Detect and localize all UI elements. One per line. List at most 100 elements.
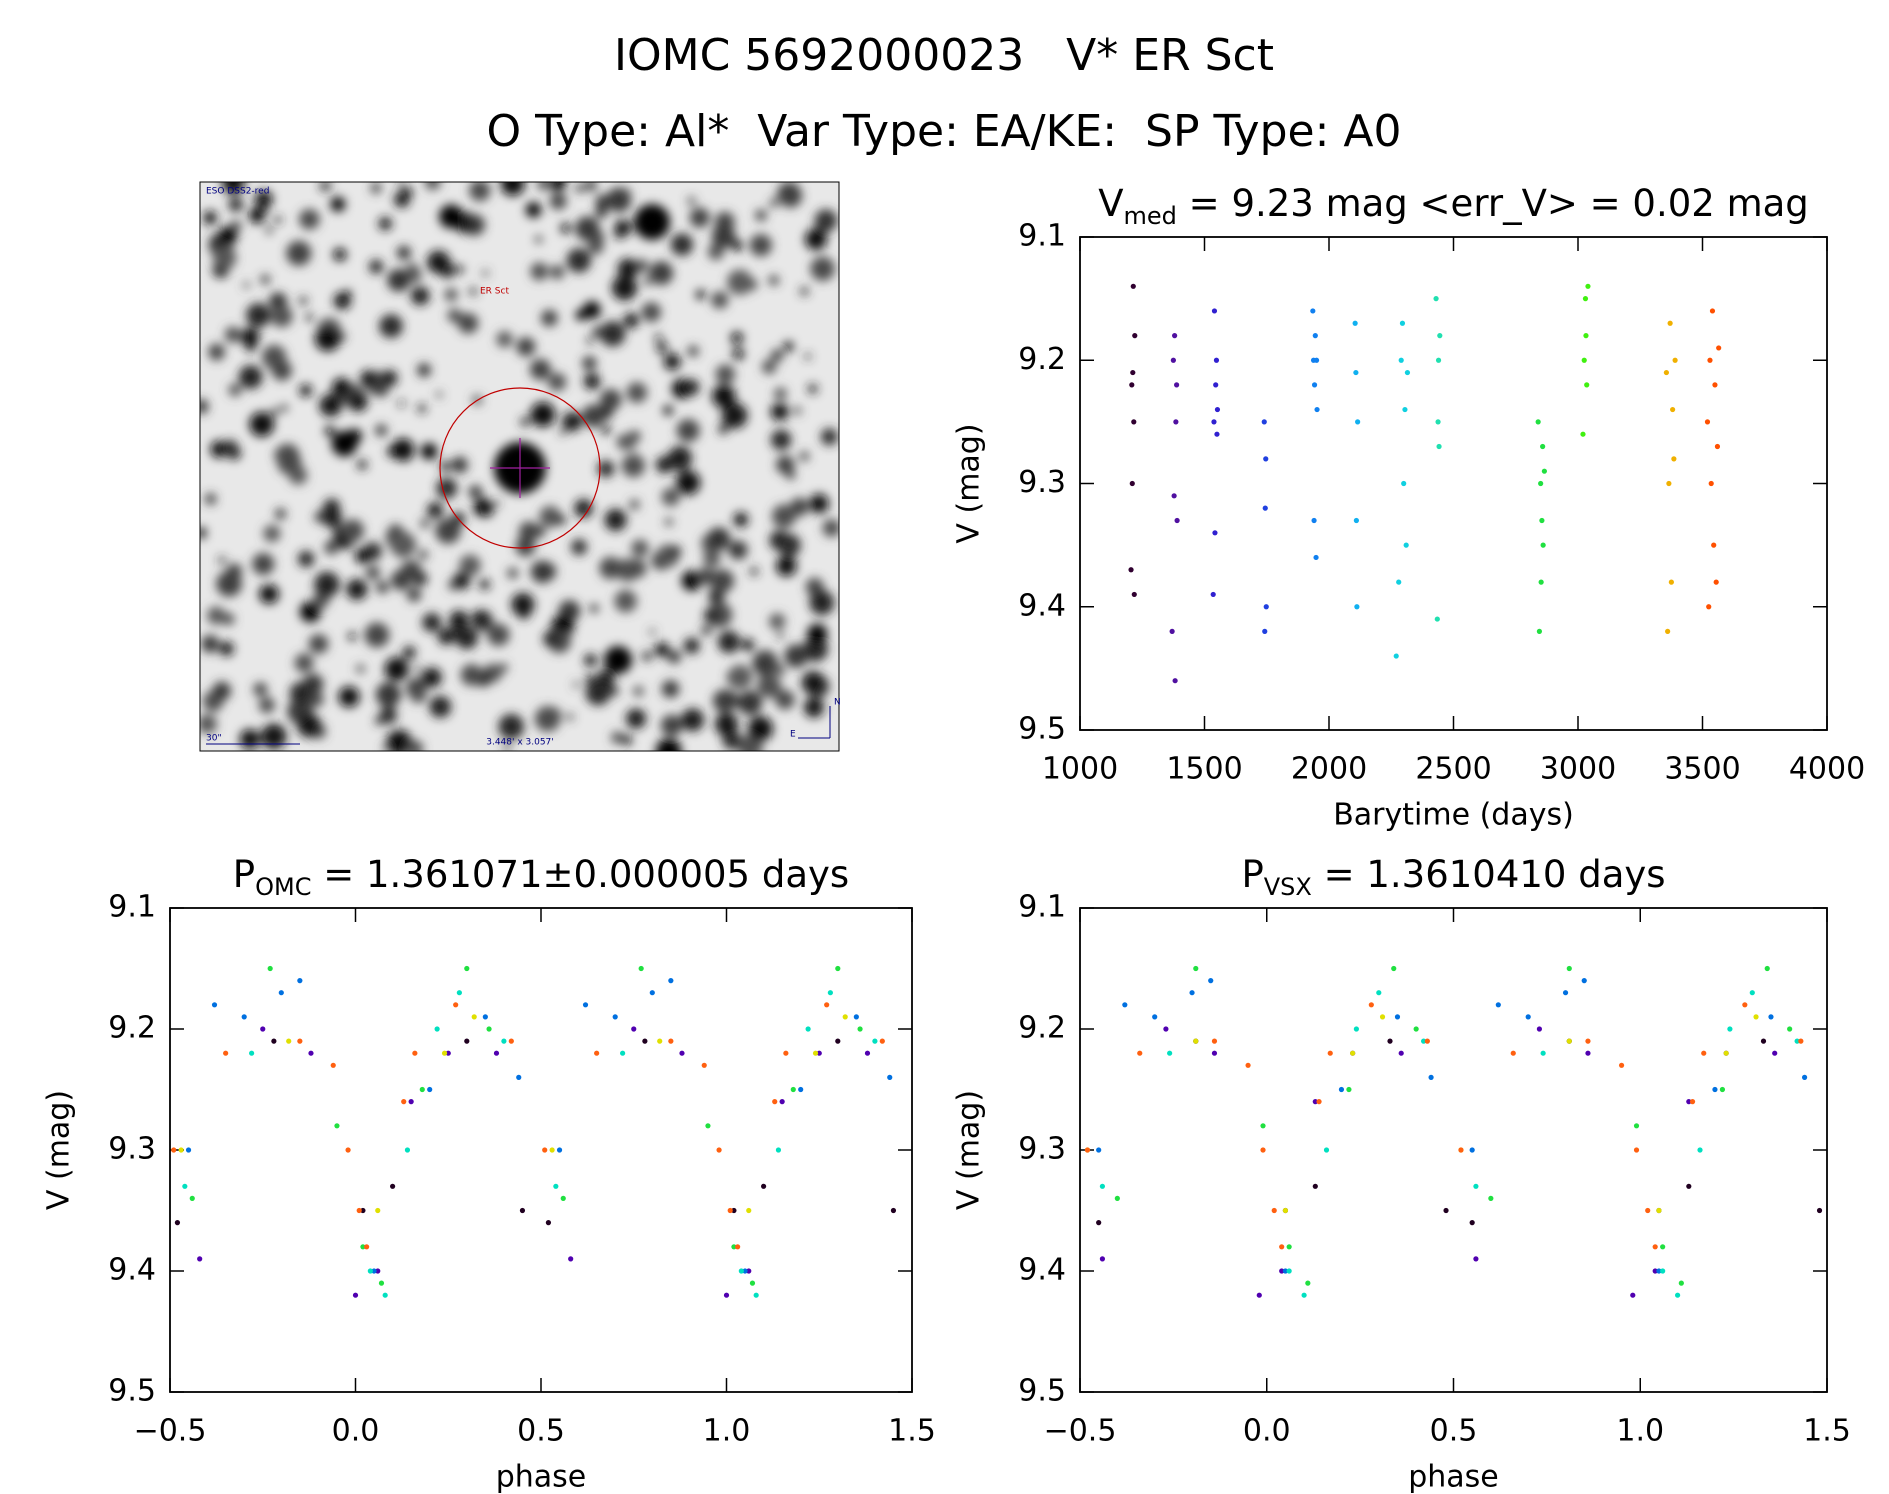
data-point — [631, 1026, 637, 1032]
sky-blob — [595, 206, 608, 218]
sky-blob — [243, 281, 250, 289]
sky-blob — [479, 579, 490, 590]
sky-blob — [420, 443, 438, 460]
sky-blob — [338, 686, 360, 708]
sky-blob — [406, 587, 422, 602]
data-point — [1708, 480, 1714, 487]
data-point — [174, 1220, 181, 1226]
data-point — [1536, 628, 1543, 635]
data-point — [1132, 333, 1138, 339]
data-point — [356, 1207, 362, 1214]
sky-blob — [590, 604, 598, 613]
data-point — [1282, 1268, 1289, 1274]
sky-blob — [487, 623, 510, 647]
sky-blob — [732, 348, 744, 360]
sky-blob — [390, 569, 411, 591]
sky-blob — [768, 275, 779, 286]
sky-blob — [595, 194, 610, 210]
data-point — [1245, 1062, 1251, 1068]
sky-blob — [675, 470, 701, 495]
sky-blob — [549, 182, 566, 192]
data-point — [1581, 357, 1587, 363]
data-point — [1540, 1050, 1546, 1056]
data-point — [753, 1292, 759, 1298]
sky-blob — [707, 527, 731, 551]
data-point — [1443, 1207, 1449, 1214]
sky-blob — [585, 182, 597, 192]
y-tick-label: 9.4 — [108, 1253, 156, 1288]
sky-blob — [207, 606, 226, 625]
data-point — [297, 1038, 303, 1044]
data-point — [1346, 1086, 1352, 1093]
data-point — [1352, 320, 1358, 326]
data-point — [887, 1074, 893, 1080]
data-point — [352, 1292, 359, 1298]
data-point — [404, 1147, 411, 1153]
data-point — [1129, 382, 1135, 388]
data-point — [1660, 1268, 1666, 1274]
data-point — [1256, 1292, 1262, 1298]
sky-blob — [299, 601, 321, 623]
data-point — [453, 1002, 459, 1008]
sky-blob — [238, 365, 263, 389]
sky-blob — [661, 487, 680, 507]
sky-blob — [599, 320, 626, 347]
sky-blob — [333, 292, 351, 310]
data-point — [464, 965, 470, 972]
y-tick-label: 9.5 — [1018, 712, 1066, 747]
sky-blob — [224, 326, 241, 343]
data-point — [1260, 1147, 1266, 1153]
data-point — [1585, 1038, 1591, 1044]
sky-blob — [629, 499, 640, 510]
data-point — [1398, 1050, 1404, 1056]
data-point — [1536, 1026, 1543, 1032]
sky-blob — [537, 182, 551, 191]
data-point — [1689, 1099, 1696, 1105]
data-point — [1434, 616, 1440, 622]
data-point — [1193, 1038, 1199, 1044]
data-point — [1170, 357, 1176, 363]
x-tick-label: 4000 — [1789, 752, 1865, 787]
data-point — [1311, 517, 1317, 524]
sky-blob — [374, 716, 384, 726]
sky-blob — [212, 681, 232, 701]
data-point — [556, 1147, 563, 1153]
data-point — [1282, 1207, 1289, 1214]
sky-blob — [621, 453, 646, 478]
data-point — [360, 1207, 366, 1214]
data-point — [827, 990, 833, 996]
data-point — [1398, 357, 1404, 363]
data-point — [1667, 320, 1673, 326]
data-point — [790, 1086, 796, 1093]
sky-blob — [201, 635, 220, 653]
x-tick-label: 0.5 — [1430, 1414, 1478, 1449]
sky-blob — [566, 713, 574, 721]
page-subtitle: O Type: Al* Var Type: EA/KE: SP Type: A0 — [487, 106, 1402, 157]
sky-blob — [663, 353, 681, 370]
data-point — [1749, 990, 1755, 996]
sky-blob — [246, 342, 256, 353]
x-tick-label: 0.0 — [1243, 1414, 1291, 1449]
sky-blob — [601, 425, 611, 435]
sky-blob — [520, 416, 531, 427]
sky-blob — [583, 301, 601, 319]
sky-blob — [728, 540, 748, 560]
data-point — [375, 1207, 381, 1214]
sky-blob — [410, 286, 430, 306]
data-point — [1368, 1002, 1374, 1008]
x-tick-label: 1.5 — [1803, 1414, 1851, 1449]
sky-blob — [594, 231, 605, 243]
sky-blob — [390, 531, 417, 558]
sky-blob — [387, 268, 411, 292]
sky-blob — [703, 608, 719, 623]
data-point — [1660, 1244, 1666, 1250]
sky-blob — [299, 208, 320, 230]
sky-blob — [776, 455, 795, 474]
sky-blob — [714, 712, 739, 736]
sky-blob — [701, 625, 712, 636]
sky-blob — [259, 584, 279, 604]
data-point — [1540, 542, 1546, 548]
sky-blob — [424, 182, 441, 191]
sky-blob — [621, 734, 632, 745]
data-point — [1668, 579, 1674, 585]
